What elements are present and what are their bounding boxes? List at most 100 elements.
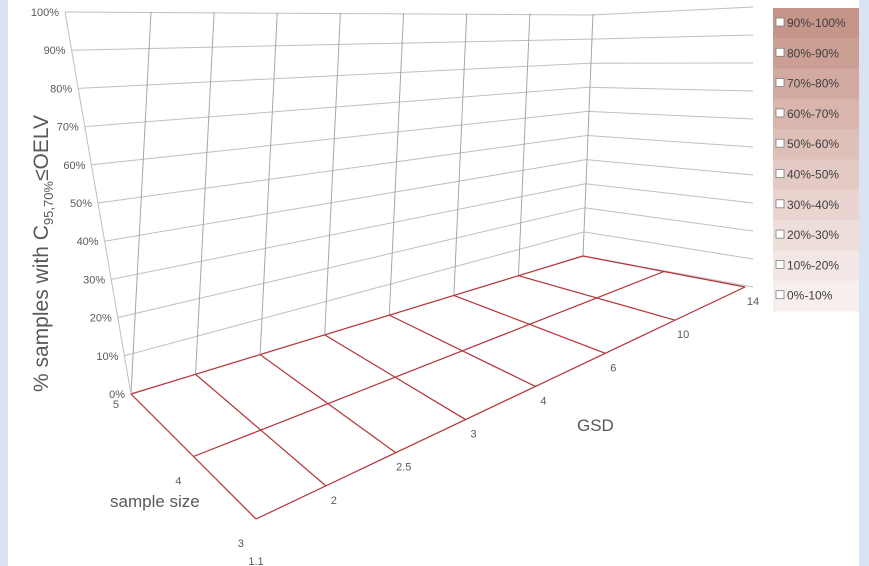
z-tick-label: 0% xyxy=(109,389,125,401)
legend: 90%-100% 80%-90% 70%-80% 60%-70% 50%-60% 40%-… xyxy=(773,8,859,312)
legend-band xyxy=(773,280,859,312)
legend-swatch xyxy=(775,108,785,118)
back-gridline xyxy=(71,38,591,51)
legend-band xyxy=(773,159,859,191)
z-tick-label: 50% xyxy=(70,198,92,210)
surface-line-gsd xyxy=(453,294,606,354)
sample-size-tick-label: 5 xyxy=(113,399,119,411)
legend-swatch xyxy=(775,169,785,178)
back-vertical-gridline xyxy=(517,13,531,276)
legend-band xyxy=(773,8,859,39)
side-gridline xyxy=(590,34,754,40)
z-tick-label: 10% xyxy=(96,351,118,363)
sample-size-tick-label: 4 xyxy=(175,476,181,488)
gsd-tick-label: 6 xyxy=(610,362,616,374)
back-vertical-gridline xyxy=(130,11,152,395)
legend-swatch xyxy=(775,259,785,269)
back-gridline xyxy=(117,207,585,319)
z-tick-label: 60% xyxy=(63,160,85,172)
legend-label: 20%-30% xyxy=(787,228,839,242)
legend-band xyxy=(773,220,859,251)
back-vertical-gridline xyxy=(259,12,278,355)
z-axis-title: % samples with C95,70%≤OELV xyxy=(30,115,56,392)
legend-label: 60%-70% xyxy=(787,107,839,121)
side-gridline xyxy=(586,159,754,176)
legend-band xyxy=(773,189,859,221)
surface-line-sample-size xyxy=(255,286,746,520)
surface-line-sample-size xyxy=(130,255,584,395)
back-vertical-gridline xyxy=(582,13,594,257)
side-gridline xyxy=(585,183,754,204)
z-tick-label: 80% xyxy=(50,83,72,95)
side-gridline xyxy=(588,86,754,92)
z-tick-label: 20% xyxy=(90,313,112,325)
z-axis-title-prefix: % samples with C xyxy=(30,225,53,392)
legend-label: 30%-40% xyxy=(787,198,839,212)
chart-frame: 0% 10% 20% 30% 40% 50% 60% 70% 80% 90% 100% 1.1 2 2.… xyxy=(8,0,859,566)
legend-swatch xyxy=(775,229,785,239)
legend-label: 80%-90% xyxy=(787,46,839,60)
back-gridline xyxy=(91,110,588,166)
legend-label: 90%-100% xyxy=(787,16,846,30)
z-axis-line xyxy=(64,11,132,395)
legend-band xyxy=(773,68,859,100)
back-vertical-gridline xyxy=(453,13,468,296)
surface-line-gsd xyxy=(324,334,466,421)
surface-line-gsd xyxy=(582,255,746,288)
legend-swatch xyxy=(775,47,785,57)
sample-size-tick-label: 3 xyxy=(238,538,244,550)
back-gridline xyxy=(78,62,590,89)
back-vertical-gridline xyxy=(195,12,215,375)
side-gridline xyxy=(583,231,754,260)
back-gridline xyxy=(104,159,587,242)
back-gridline xyxy=(84,86,589,128)
z-axis-title-subscript: 95,70% xyxy=(41,181,56,226)
legend-swatch xyxy=(775,78,785,87)
legend-swatch xyxy=(775,138,785,148)
legend-band xyxy=(773,98,859,130)
back-wall xyxy=(65,2,613,394)
z-tick-label: 90% xyxy=(44,45,66,57)
surface-line-gsd xyxy=(518,275,676,321)
surface-line-gsd xyxy=(195,373,327,487)
gsd-tick-label: 10 xyxy=(677,329,689,341)
gsd-tick-label: 2.5 xyxy=(396,462,411,474)
legend-band xyxy=(773,38,859,70)
z-tick-label: 30% xyxy=(83,274,105,286)
z-axis-title-suffix: ≤OELV xyxy=(30,115,53,181)
legend-band xyxy=(773,250,859,282)
gsd-tick-label: 2 xyxy=(331,495,337,507)
gsd-tick-label: 1.1 xyxy=(248,556,263,566)
legend-label: 40%-50% xyxy=(787,168,839,182)
surface-chart: 0% 10% 20% 30% 40% 50% 60% 70% 80% 90% 100% 1.1 2 2.… xyxy=(30,2,859,566)
side-gridline xyxy=(586,135,754,148)
legend-label: 0%-10% xyxy=(787,289,833,303)
gsd-tick-labels: 1.1 2 2.5 3 4 6 10 14 xyxy=(248,296,759,566)
gsd-tick-label: 4 xyxy=(540,395,546,407)
z-tick-label: 40% xyxy=(77,236,99,248)
legend-label: 50%-60% xyxy=(787,137,839,151)
legend-label: 70%-80% xyxy=(787,77,839,91)
legend-swatch xyxy=(775,290,785,300)
z-tick-labels: 0% 10% 20% 30% 40% 50% 60% 70% 80% 90% 100% xyxy=(31,7,125,401)
surface-line-gsd xyxy=(130,393,257,520)
back-vertical-gridline xyxy=(324,12,341,335)
chart-walls xyxy=(65,2,747,520)
z-tick-label: 70% xyxy=(57,122,79,134)
side-gridline xyxy=(587,110,754,120)
surface-mesh xyxy=(130,255,746,520)
back-gridline xyxy=(64,11,592,16)
side-gridline xyxy=(590,6,754,16)
legend-swatch xyxy=(775,199,785,209)
legend-label: 10%-20% xyxy=(787,258,839,272)
back-gridline xyxy=(97,135,588,204)
back-vertical-gridline xyxy=(388,13,405,316)
gsd-tick-label: 3 xyxy=(471,429,477,441)
back-gridline xyxy=(111,183,586,280)
sample-size-tick-labels: 3 4 5 xyxy=(113,399,244,550)
legend-swatch xyxy=(775,17,785,27)
x-axis-title: GSD xyxy=(577,416,614,435)
back-gridline xyxy=(124,231,584,357)
surface-line-gsd xyxy=(259,354,397,454)
surface-line-gsd xyxy=(389,314,536,387)
